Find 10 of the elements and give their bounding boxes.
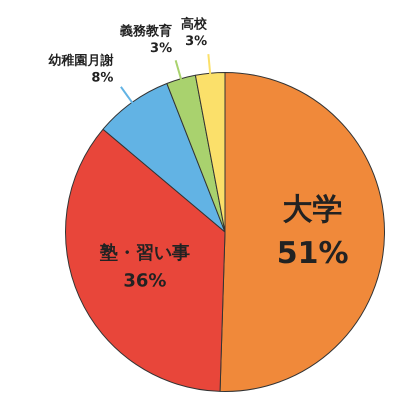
slice-label: 義務教育 xyxy=(119,22,172,39)
slice-label: 高校 xyxy=(181,16,208,32)
slice-label: 幼稚園月謝 xyxy=(47,52,114,68)
slice-label: 塾・習い事 xyxy=(98,242,190,264)
data-label: 51% xyxy=(276,236,349,272)
slice-label: 大学 xyxy=(282,192,343,228)
data-label: 8% xyxy=(91,70,114,86)
data-label: 3% xyxy=(150,40,172,56)
data-label: 3% xyxy=(185,34,208,49)
data-label: 36% xyxy=(123,270,166,292)
